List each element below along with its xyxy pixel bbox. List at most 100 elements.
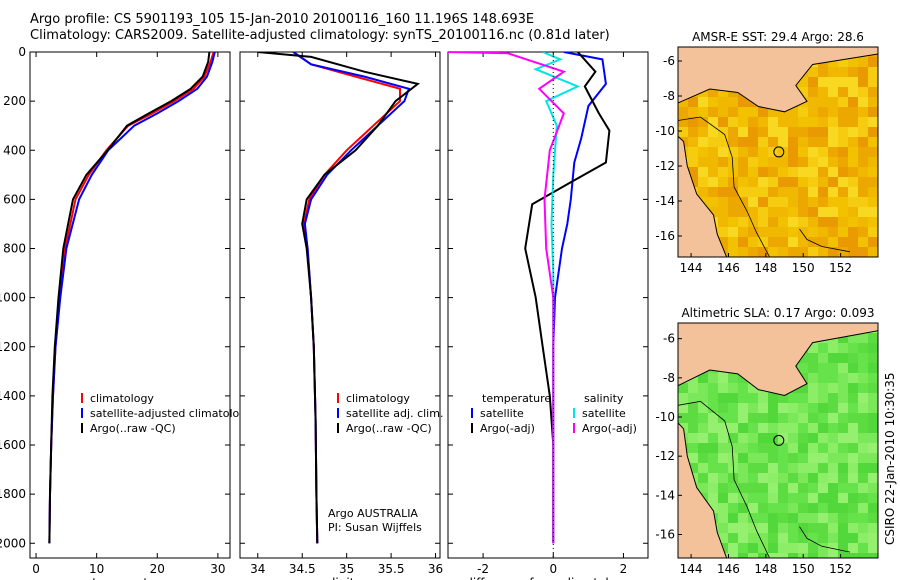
y-tick-label: 800: [3, 242, 26, 256]
x-tick-label: 0: [549, 562, 557, 576]
field-cell: [858, 67, 868, 77]
field-cell: [838, 473, 848, 483]
field-cell: [828, 137, 838, 147]
field-cell: [738, 443, 748, 453]
field-cell: [818, 513, 828, 523]
field-cell: [718, 207, 728, 217]
land-new-guinea: [678, 47, 878, 113]
field-cell: [768, 177, 778, 187]
field-cell: [768, 553, 778, 558]
field-cell: [718, 473, 728, 483]
field-cell: [788, 473, 798, 483]
field-cell: [848, 433, 858, 443]
field-cell: [738, 533, 748, 543]
field-cell: [838, 187, 848, 197]
field-cell: [818, 503, 828, 513]
field-cell: [748, 157, 758, 167]
field-cell: [788, 443, 798, 453]
field-cell: [718, 413, 728, 423]
field-cell: [718, 127, 728, 137]
field-cell: [828, 197, 838, 207]
field-cell: [798, 443, 808, 453]
field-cell: [708, 147, 718, 157]
field-cell: [808, 247, 818, 257]
field-cell: [748, 127, 758, 137]
field-cell: [858, 513, 868, 523]
field-cell: [868, 87, 878, 97]
field-cell: [728, 433, 738, 443]
field-cell: [828, 67, 838, 77]
title-line-1: Argo profile: CS 5901193_105 15-Jan-2010…: [30, 12, 535, 27]
field-cell: [808, 343, 818, 353]
temperature_profile-frame: [29, 51, 231, 559]
field-cell: [868, 383, 878, 393]
field-cell: [808, 483, 818, 493]
difference-salinity-legend-label: satellite: [582, 407, 626, 420]
field-cell: [868, 363, 878, 373]
field-cell: [858, 147, 868, 157]
field-cell: [748, 107, 758, 117]
field-cell: [838, 433, 848, 443]
field-cell: [728, 227, 738, 237]
field-cell: [738, 167, 748, 177]
field-cell: [808, 403, 818, 413]
map-x-tick-label: 144: [680, 562, 703, 576]
field-cell: [758, 493, 768, 503]
field-cell: [858, 363, 868, 373]
field-cell: [688, 127, 698, 137]
field-cell: [758, 543, 768, 553]
field-cell: [778, 533, 788, 543]
field-cell: [708, 127, 718, 137]
field-cell: [848, 373, 858, 383]
field-cell: [828, 533, 838, 543]
field-cell: [848, 353, 858, 363]
field-cell: [838, 217, 848, 227]
field-cell: [758, 117, 768, 127]
field-cell: [738, 403, 748, 413]
field-cell: [708, 207, 718, 217]
field-cell: [858, 443, 868, 453]
field-cell: [748, 423, 758, 433]
field-cell: [768, 523, 778, 533]
field-cell: [788, 167, 798, 177]
field-cell: [798, 147, 808, 157]
field-cell: [728, 513, 738, 523]
field-cell: [808, 97, 818, 107]
x-tick-label: 0: [32, 562, 40, 576]
field-cell: [778, 393, 788, 403]
field-cell: [788, 553, 798, 558]
series-salinity-argo: [448, 52, 567, 544]
field-cell: [768, 237, 778, 247]
field-cell: [788, 107, 798, 117]
field-cell: [838, 237, 848, 247]
x-tick-label: 35: [339, 562, 354, 576]
field-cell: [828, 393, 838, 403]
field-cell: [808, 493, 818, 503]
field-cell: [828, 343, 838, 353]
series-temperature-argo: [524, 52, 611, 544]
field-cell: [678, 117, 688, 127]
y-tick-label: 1000: [0, 291, 26, 305]
field-cell: [788, 117, 798, 127]
field-cell: [748, 413, 758, 423]
field-cell: [688, 107, 698, 117]
field-cell: [818, 473, 828, 483]
field-cell: [698, 137, 708, 147]
field-cell: [728, 97, 738, 107]
field-cell: [758, 177, 768, 187]
field-cell: [748, 543, 758, 553]
field-cell: [688, 117, 698, 127]
field-cell: [858, 77, 868, 87]
field-cell: [808, 167, 818, 177]
field-cell: [698, 443, 708, 453]
field-cell: [698, 393, 708, 403]
field-cell: [828, 463, 838, 473]
field-cell: [788, 523, 798, 533]
field-cell: [838, 127, 848, 137]
field-cell: [838, 543, 848, 553]
x-tick-label: 20: [150, 562, 165, 576]
field-cell: [848, 67, 858, 77]
reef-contour: [799, 526, 851, 553]
field-cell: [768, 443, 778, 453]
